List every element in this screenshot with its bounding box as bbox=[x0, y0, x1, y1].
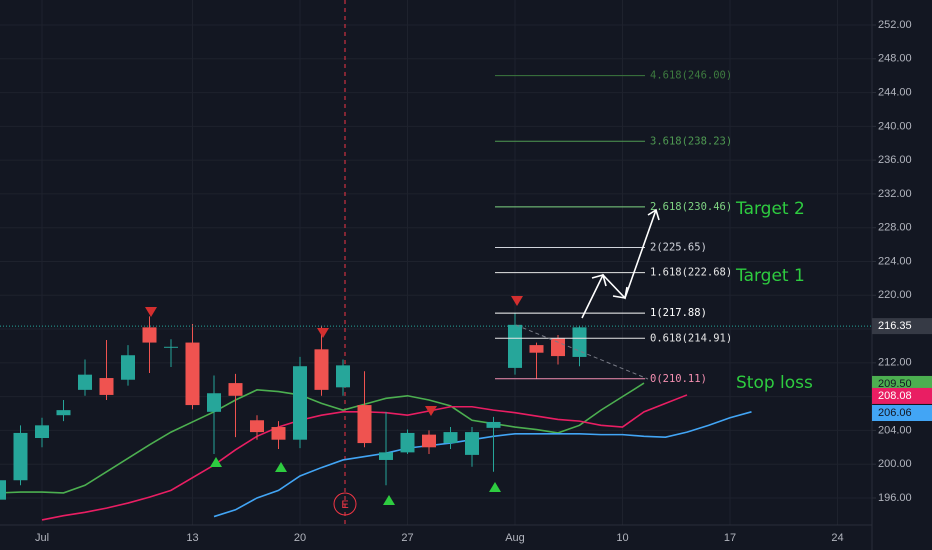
x-tick-label: 10 bbox=[616, 532, 628, 544]
candle-body bbox=[271, 427, 286, 440]
trend-line bbox=[515, 324, 649, 380]
fib-label: 1.618(222.68) bbox=[650, 267, 732, 279]
fib-label: 4.618(246.00) bbox=[650, 70, 732, 82]
arrow-head bbox=[612, 286, 628, 299]
price-tag bbox=[872, 318, 932, 335]
candle-body bbox=[0, 480, 6, 500]
candle-body bbox=[121, 355, 135, 380]
candles bbox=[0, 313, 587, 500]
fib-label: 0.618(214.91) bbox=[650, 332, 732, 344]
candle-body bbox=[56, 410, 71, 416]
grid bbox=[0, 0, 872, 525]
candle-body bbox=[164, 346, 178, 348]
x-tick-label: Jul bbox=[35, 532, 49, 544]
candle-body bbox=[207, 393, 221, 412]
y-tick-label: 196.00 bbox=[878, 492, 912, 504]
y-tick-label: 252.00 bbox=[878, 19, 912, 31]
fib-label: 3.618(238.23) bbox=[650, 135, 732, 147]
candle-body bbox=[35, 425, 49, 439]
ma-line bbox=[213, 411, 752, 518]
candle-body bbox=[422, 434, 436, 448]
y-tick-label: 204.00 bbox=[878, 424, 912, 436]
arrow-head bbox=[647, 208, 660, 221]
candle-body bbox=[142, 327, 157, 343]
price-tag-label: 209.50 bbox=[878, 378, 912, 390]
price-tag-label: 208.08 bbox=[878, 390, 912, 402]
candle-body bbox=[185, 342, 200, 406]
candle-body bbox=[465, 432, 479, 455]
price-tag-label: 216.35 bbox=[878, 320, 912, 332]
ma-line bbox=[0, 382, 645, 494]
x-tick-label: 24 bbox=[831, 532, 843, 544]
candle-body bbox=[508, 324, 522, 368]
signals bbox=[145, 296, 523, 505]
y-tick-label: 228.00 bbox=[878, 222, 912, 234]
fib-label: 2(225.65) bbox=[650, 242, 707, 254]
y-tick-label: 220.00 bbox=[878, 289, 912, 301]
fib-label: 2.618(230.46) bbox=[650, 201, 732, 213]
price-tag-label: 206.06 bbox=[878, 407, 912, 419]
candle-body bbox=[529, 345, 544, 353]
projection-path bbox=[581, 209, 657, 319]
candle-body bbox=[400, 432, 415, 453]
fibonacci: 4.618(246.00) 3.618(238.23) 2.618(230.46) 2… bbox=[495, 70, 732, 385]
candle-body bbox=[250, 420, 264, 433]
candle-body bbox=[78, 374, 92, 390]
candle-body bbox=[486, 421, 501, 428]
buy-signal bbox=[210, 457, 222, 467]
price-tag bbox=[872, 405, 932, 422]
candle-body bbox=[379, 452, 393, 460]
x-tick-label: 20 bbox=[294, 532, 306, 544]
y-tick-label: 248.00 bbox=[878, 53, 912, 65]
y-tick-label: 224.00 bbox=[878, 255, 912, 267]
buy-signal bbox=[383, 495, 395, 505]
annotation: Stop loss bbox=[736, 373, 813, 393]
price-tag bbox=[872, 387, 932, 404]
event-label: E bbox=[341, 499, 348, 511]
x-tick-label: 13 bbox=[186, 532, 198, 544]
candle-body bbox=[293, 366, 307, 440]
sell-signal bbox=[317, 328, 329, 338]
candle-body bbox=[314, 349, 329, 390]
candle-body bbox=[443, 432, 458, 444]
candle-body bbox=[99, 378, 114, 395]
y-tick-label: 240.00 bbox=[878, 120, 912, 132]
sell-signal bbox=[145, 307, 157, 317]
x-tick-label: 27 bbox=[401, 532, 413, 544]
candle-body bbox=[357, 405, 372, 444]
fib-label: 0(210.11) bbox=[650, 373, 707, 385]
sell-signal bbox=[511, 296, 523, 306]
event-circle bbox=[333, 492, 357, 516]
annotation: Target 1 bbox=[735, 266, 805, 286]
sell-signal bbox=[425, 406, 437, 416]
y-tick-label: 212.00 bbox=[878, 357, 912, 369]
x-tick-label: Aug bbox=[505, 532, 525, 544]
buy-signal bbox=[489, 482, 501, 492]
price-axis: 196.00200.00204.00208.00212.00216.00220.… bbox=[872, 19, 932, 504]
candle-body bbox=[13, 432, 28, 481]
candle-body bbox=[228, 383, 243, 396]
y-tick-label: 232.00 bbox=[878, 188, 912, 200]
y-tick-label: 200.00 bbox=[878, 458, 912, 470]
y-tick-label: 244.00 bbox=[878, 86, 912, 98]
buy-signal bbox=[275, 462, 287, 472]
annotation: Target 2 bbox=[735, 199, 805, 219]
arrow-head bbox=[591, 274, 607, 287]
candle-body bbox=[336, 365, 350, 388]
fib-label: 1(217.88) bbox=[650, 307, 707, 319]
x-tick-label: 17 bbox=[724, 532, 736, 544]
candle-body bbox=[551, 338, 565, 357]
y-tick-label: 236.00 bbox=[878, 154, 912, 166]
